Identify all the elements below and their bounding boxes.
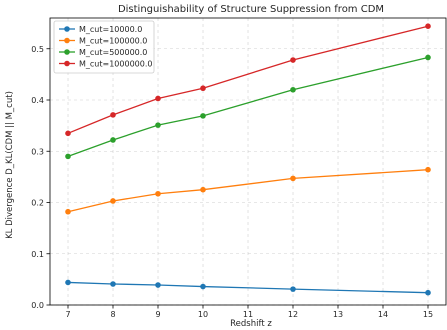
series-4 [65, 23, 431, 137]
x-tick-label: 13 [333, 310, 343, 319]
legend-item: M_cut=1000000.0 [59, 60, 152, 69]
data-point [110, 281, 116, 287]
legend-item: M_cut=500000.0 [59, 48, 147, 57]
data-point [65, 208, 71, 215]
x-tick-label: 8 [110, 310, 115, 319]
data-point [425, 289, 431, 296]
legend-item: M_cut=100000.0 [59, 37, 147, 46]
data-point [290, 175, 296, 182]
data-point [110, 137, 116, 143]
legend-item: M_cut=10000.0 [59, 25, 142, 34]
legend-label: M_cut=100000.0 [79, 37, 147, 46]
legend-box [53, 20, 155, 74]
y-axis-label: KL Divergence D_KL(CDM || M_cut) [5, 91, 15, 239]
data-point [200, 113, 206, 119]
data-point [155, 190, 161, 197]
data-point [110, 112, 116, 118]
y-tick-label: 0.5 [31, 45, 44, 54]
x-axis-label: Redshift z [230, 319, 272, 329]
data-point [155, 282, 161, 288]
data-point [290, 286, 296, 292]
legend: M_cut=10000.0 M_cut=100000.0 M_cut=500000.… [53, 20, 155, 74]
legend-marker [64, 26, 70, 32]
series-1 [65, 279, 431, 296]
data-point [200, 85, 206, 92]
series-lines [65, 23, 431, 296]
x-tick-label: 12 [288, 310, 298, 319]
legend-label: M_cut=1000000.0 [79, 60, 152, 69]
x-tick-label: 9 [155, 310, 160, 319]
data-point [425, 166, 431, 173]
data-point [155, 95, 161, 102]
series-3 [65, 54, 431, 160]
series-line [67, 281, 429, 294]
data-point [110, 198, 116, 204]
chart-title: Distinguishability of Structure Suppress… [118, 4, 384, 15]
data-point [290, 57, 296, 63]
x-tick-label: 15 [423, 310, 433, 319]
data-point [65, 153, 71, 160]
legend-marker [64, 60, 70, 67]
y-tick-label: 0.3 [31, 147, 44, 156]
legend-label: M_cut=500000.0 [79, 48, 147, 57]
series-line [67, 169, 429, 213]
legend-label: M_cut=10000.0 [79, 25, 142, 34]
series-line [67, 25, 429, 134]
x-tick-label: 7 [65, 310, 70, 319]
y-tick-label: 0.1 [31, 250, 44, 259]
data-point [425, 54, 431, 61]
legend-marker [64, 49, 70, 55]
data-point [65, 130, 71, 137]
y-tick-label: 0.0 [31, 301, 44, 310]
y-tick-label: 0.4 [31, 96, 44, 105]
data-point [155, 122, 161, 128]
x-tick-label: 14 [378, 310, 388, 319]
series-2 [65, 166, 431, 215]
series-line [67, 56, 429, 157]
data-point [425, 23, 431, 30]
legend-marker [64, 37, 70, 44]
data-point [200, 283, 206, 290]
data-point [200, 186, 206, 193]
axes: 7 8 9 10 11 12 13 14 15 0.0 0.1 0.2 0.3 0.4 0.5 [31, 17, 447, 319]
data-point [65, 279, 71, 286]
data-point [290, 86, 296, 93]
x-tick-label: 11 [243, 310, 253, 319]
x-tick-label: 10 [198, 310, 208, 319]
y-tick-label: 0.2 [31, 199, 44, 208]
